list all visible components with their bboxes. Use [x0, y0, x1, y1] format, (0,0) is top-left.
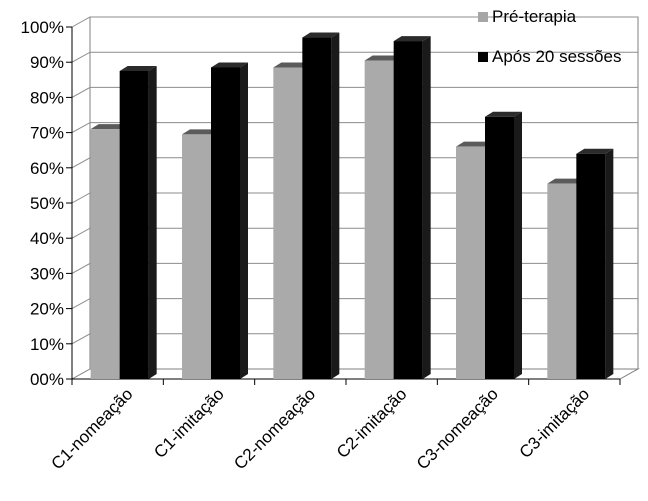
bar-front: [456, 146, 485, 379]
bars: [90, 32, 614, 380]
gridline: [71, 227, 638, 239]
bar: [576, 148, 614, 379]
axes: [66, 26, 621, 385]
x-category-label: C1-imitação: [150, 384, 228, 462]
gridline: [71, 86, 638, 98]
bar-top: [273, 62, 311, 68]
bar-front: [90, 129, 120, 379]
bar-side: [148, 66, 157, 379]
bar-top: [485, 111, 522, 117]
bar-front: [576, 153, 606, 379]
y-tick-label: 90%: [30, 53, 64, 72]
bar-top: [547, 178, 585, 184]
bar-front: [273, 67, 303, 379]
gridline: [71, 157, 638, 169]
y-tick-label: 10%: [30, 335, 64, 354]
y-tick-label: 60%: [30, 159, 64, 178]
y-tick-label: 50%: [30, 194, 64, 213]
bar-front: [182, 134, 211, 379]
x-category-label: C1-nomeação: [48, 384, 137, 473]
bar-side: [605, 148, 614, 379]
legend-label: Após 20 sessões: [492, 47, 621, 66]
legend-swatch: [478, 12, 488, 22]
bar-top: [211, 62, 248, 68]
y-tick-label: 20%: [30, 300, 64, 319]
gridline: [71, 262, 638, 274]
bar-front: [393, 41, 423, 380]
bar-side: [240, 62, 248, 379]
y-tick-label: 40%: [30, 229, 64, 248]
bar-top: [90, 124, 128, 130]
x-category-label: C2-nomeação: [230, 384, 319, 473]
y-tick-label: 80%: [30, 88, 64, 107]
x-category-label: C3-imitação: [516, 384, 594, 462]
bar-top: [576, 148, 614, 154]
bar: [393, 36, 431, 380]
bar-front: [485, 116, 514, 379]
y-tick-label: 30%: [30, 264, 64, 283]
bar-side: [331, 32, 340, 380]
gridline: [71, 122, 638, 134]
bar-front: [302, 37, 332, 380]
bar-side: [422, 36, 431, 379]
bar-top: [119, 66, 157, 71]
bar: [302, 32, 340, 380]
bar-top: [456, 141, 493, 147]
bar-side: [514, 111, 522, 379]
x-category-label: C2-imitação: [333, 384, 411, 462]
gridline: [71, 192, 638, 204]
bar-top: [393, 36, 431, 42]
x-category-label: C3-nomeação: [413, 384, 502, 473]
legend-label: Pré-terapia: [492, 7, 577, 26]
bar: [211, 62, 248, 379]
legend-item: Após 20 sessões: [478, 47, 621, 66]
gridline: [71, 51, 638, 63]
bar-top: [302, 32, 340, 38]
bar: [119, 66, 157, 379]
gridline: [71, 298, 638, 310]
bar: [485, 111, 522, 379]
legend: Pré-terapia Após 20 sessões: [478, 7, 621, 66]
bar-front: [364, 60, 394, 379]
bar-front: [211, 67, 240, 379]
bar-front: [119, 71, 149, 379]
y-tick-label: 100%: [21, 18, 64, 37]
bar-front: [547, 183, 577, 379]
gridline: [71, 333, 638, 345]
legend-swatch: [478, 52, 488, 62]
bar-top: [364, 55, 402, 61]
bar-top: [182, 129, 219, 135]
legend-item: Pré-terapia: [478, 7, 577, 26]
y-tick-label: 70%: [30, 124, 64, 143]
gridline: [71, 16, 638, 28]
y-tick-label: 00%: [30, 370, 64, 389]
